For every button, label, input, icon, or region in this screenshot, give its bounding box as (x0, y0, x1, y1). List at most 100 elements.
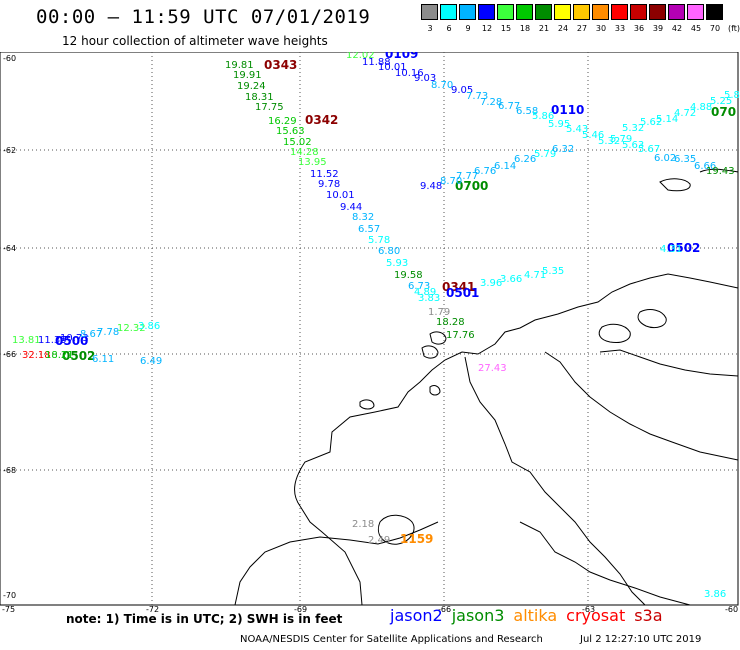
lat-tick-label: -68 (3, 466, 16, 475)
swh-label: 3.86 (138, 321, 160, 332)
legend-swatch (687, 4, 704, 20)
swh-label: 11.52 (310, 169, 339, 180)
swh-label: 2.49 (368, 535, 390, 546)
swh-label: 4.71 (524, 270, 546, 281)
swh-label: 7.28 (480, 97, 502, 108)
swh-label: 5.63 (622, 140, 644, 151)
pass-time-label: 0502 (667, 241, 700, 255)
legend-label: 39 (652, 24, 664, 33)
map-subtitle: 12 hour collection of altimeter wave hei… (62, 34, 328, 48)
legend-swatch (497, 4, 514, 20)
swh-label: 5.8 (724, 90, 740, 101)
swh-label: 10.16 (395, 68, 424, 79)
swh-label: 6.66 (694, 161, 716, 172)
swh-label: 6.14 (494, 161, 516, 172)
island-7 (429, 385, 441, 396)
pass-time-label: 0343 (264, 58, 297, 72)
legend-label: 12 (481, 24, 493, 33)
legend-swatch (592, 4, 609, 20)
swh-label: 5.14 (656, 114, 678, 125)
map-frame (0, 52, 739, 606)
swh-label: 19.58 (394, 270, 423, 281)
lat-tick-label: -66 (3, 350, 16, 359)
swh-label: 5.62 (640, 117, 662, 128)
lon-tick-label: -66 (438, 605, 451, 612)
adelaide-island (378, 514, 415, 545)
lat-lon-grid: -60 -62 -64 -66 -68 -70 -75 -72 -69 -66 -63 -60 (0, 52, 738, 612)
altimeter-map: -60 -62 -64 -66 -68 -70 -75 -72 -69 -66 -63 -60 034… (0, 52, 740, 612)
lon-tick-label: -60 (725, 605, 738, 612)
swh-label: 6.73 (408, 281, 430, 292)
swh-label: 12.32 (117, 323, 146, 334)
swh-label: 14.28 (290, 147, 319, 158)
satellite-legend-entry: jason2 (390, 606, 443, 625)
swh-label: 27.43 (478, 363, 507, 374)
legend-label: 6 (446, 24, 452, 33)
swh-label: 9.05 (451, 85, 473, 96)
legend-swatch (459, 4, 476, 20)
swh-label: 5.79 (534, 149, 556, 160)
legend-swatch (440, 4, 457, 20)
satellite-legend-entry: altika (513, 606, 558, 625)
swh-label: 5.67 (638, 144, 660, 155)
swh-label: 5.95 (548, 119, 570, 130)
legend-unit: (ft) (727, 24, 740, 33)
lon-tick-label: -69 (294, 605, 307, 612)
pass-time-label: 1159 (400, 532, 433, 546)
swh-label: 4.72 (674, 108, 696, 119)
antarctic-peninsula-coast (294, 273, 739, 507)
east-inlet-coast (599, 349, 739, 377)
swh-label: 4.31 (660, 244, 682, 255)
island-4 (637, 309, 667, 329)
swh-label: 6.58 (516, 106, 538, 117)
legend-label: 42 (671, 24, 683, 33)
swh-label: 15.02 (283, 137, 312, 148)
swh-label: 9.03 (414, 73, 436, 84)
lon-tick-label: -72 (146, 605, 159, 612)
swh-label: 6.57 (358, 224, 380, 235)
swh-label: 3.66 (500, 274, 522, 285)
note-text: note: 1) Time is in UTC; 2) SWH is in fe… (66, 612, 343, 626)
island-8 (359, 399, 375, 410)
swh-label: 17.75 (255, 102, 284, 113)
map-title: 00:00 – 11:59 UTC 07/01/2019 (36, 6, 371, 28)
swh-label: 2.18 (352, 519, 374, 530)
satellite-legend: jason2 jason3 altika cryosat s3a (390, 606, 672, 625)
swh-label: 5.35 (542, 266, 564, 277)
pass-time-label: 070 (711, 105, 736, 119)
island-1 (421, 345, 439, 359)
swh-label: 3.96 (480, 278, 502, 289)
legend-label: 70 (709, 24, 721, 33)
lat-tick-label: -60 (3, 54, 16, 63)
swh-label: 8.70 (431, 80, 453, 91)
lon-tick-label: -75 (2, 605, 15, 612)
legend-label: 45 (690, 24, 702, 33)
legend-label: 36 (633, 24, 645, 33)
swh-label: 19.43 (706, 166, 735, 177)
swh-label: 7.78 (97, 327, 119, 338)
lat-tick-label: -70 (3, 591, 16, 600)
swh-label: 7.77 (456, 171, 478, 182)
satellite-legend-entry: jason3 (451, 606, 505, 625)
legend-label: 18 (519, 24, 531, 33)
legend-swatch (535, 4, 552, 20)
legend-swatch (421, 4, 438, 20)
satellite-legend-entry: s3a (634, 606, 663, 625)
swh-label: 3.86 (704, 589, 726, 600)
swh-label: 6.77 (498, 101, 520, 112)
swh-label: 5.25 (710, 96, 732, 107)
swh-label: 6.80 (378, 246, 400, 257)
legend-swatch (630, 4, 647, 20)
legend-label: 24 (557, 24, 569, 33)
swh-label: 12.02 (346, 52, 375, 61)
legend-swatch (478, 4, 495, 20)
swh-label: 5.46 (582, 130, 604, 141)
island-6 (659, 178, 691, 192)
swh-label: 5.32 (622, 123, 644, 134)
peninsula-east-coast (464, 356, 646, 606)
swh-label: 5.32 (598, 136, 620, 147)
swh-label: 6.35 (674, 154, 696, 165)
legend-swatch (668, 4, 685, 20)
swh-label: 17.76 (446, 330, 475, 341)
swh-label: 15.63 (276, 126, 305, 137)
